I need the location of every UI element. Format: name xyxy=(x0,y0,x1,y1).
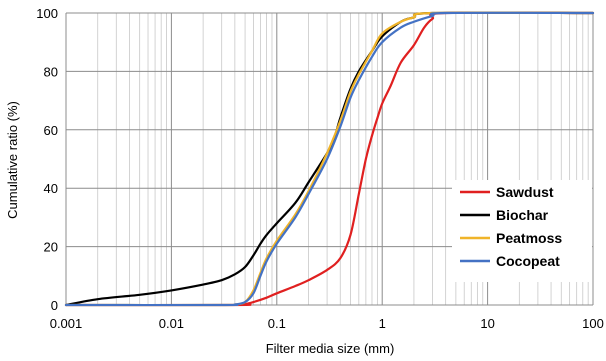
x-tick-label: 1 xyxy=(379,316,386,331)
x-tick-label: 10 xyxy=(480,316,494,331)
legend: Sawdust Biochar Peatmoss Cocopeat xyxy=(452,180,592,282)
x-tick-label: 0.001 xyxy=(50,316,83,331)
legend-label-sawdust: Sawdust xyxy=(496,184,554,200)
tick-labels: 0.001 0.01 0.1 1 10 100 0 20 40 60 80 100 xyxy=(36,6,604,331)
y-tick-label: 60 xyxy=(44,123,58,138)
y-tick-label: 80 xyxy=(44,64,58,79)
y-tick-label: 100 xyxy=(36,6,58,21)
series-line-sawdust xyxy=(64,11,595,307)
series-lines xyxy=(64,11,595,307)
series-line-biochar xyxy=(64,11,595,307)
legend-background xyxy=(452,180,592,282)
y-tick-label: 40 xyxy=(44,181,58,196)
legend-label-peatmoss: Peatmoss xyxy=(496,230,562,246)
legend-label-biochar: Biochar xyxy=(496,207,549,223)
series-line-cocopeat xyxy=(64,11,595,307)
x-axis-title: Filter media size (mm) xyxy=(266,341,395,356)
y-tick-label: 0 xyxy=(51,298,58,313)
y-axis-title: Cumulative ratio (%) xyxy=(5,101,20,219)
x-tick-label: 0.01 xyxy=(159,316,184,331)
x-tick-label: 100 xyxy=(582,316,604,331)
legend-label-cocopeat: Cocopeat xyxy=(496,253,560,269)
x-tick-label: 0.1 xyxy=(268,316,286,331)
y-tick-label: 20 xyxy=(44,240,58,255)
